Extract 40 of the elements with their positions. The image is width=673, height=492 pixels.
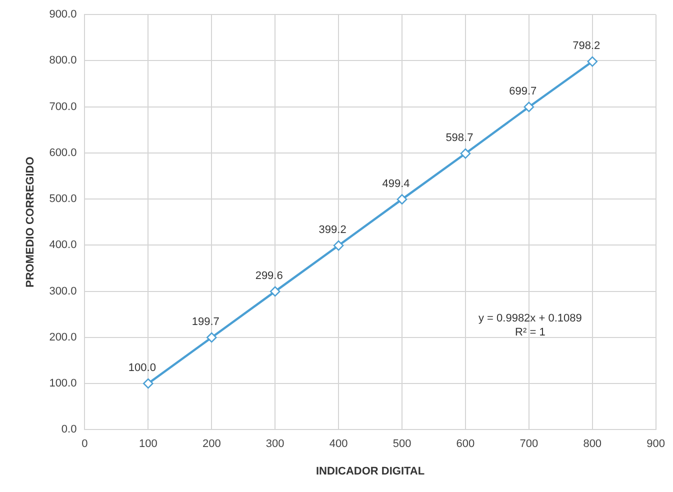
x-tick-label: 400: [329, 438, 348, 450]
data-label: 798.2: [572, 40, 600, 52]
x-axis-title: INDICADOR DIGITAL: [316, 465, 425, 478]
point: [333, 240, 344, 251]
y-tick-label: 100.0: [49, 378, 77, 390]
data-label: 598.7: [446, 132, 474, 144]
x-tick-label: 300: [266, 438, 284, 450]
point: [524, 102, 534, 112]
point: [587, 56, 598, 67]
y-tick-label: 800.0: [49, 54, 77, 67]
y-axis-title: PROMEDIO CORREGIDO: [24, 156, 37, 288]
data-label: 100.0: [128, 362, 156, 374]
x-tick-label: 700: [520, 438, 538, 450]
x-tick-label: 100: [139, 438, 158, 450]
data-label: 499.4: [382, 178, 410, 190]
x-tick-label: 200: [202, 438, 221, 450]
y-tick-label: 700.0: [49, 100, 77, 113]
y-tick-label: 300.0: [49, 285, 77, 298]
y-tick-label: 500.0: [49, 193, 77, 206]
point: [143, 378, 154, 389]
data-label: 299.6: [255, 270, 283, 282]
data-label: 399.2: [318, 224, 346, 236]
data-label: 199.7: [192, 316, 220, 328]
point: [206, 332, 217, 343]
x-tick-label: 500: [392, 438, 412, 450]
point: [396, 194, 408, 204]
y-tick-label: 200.0: [49, 331, 77, 344]
y-tick-label: 600.0: [49, 146, 77, 159]
annotation: R² = 1: [515, 326, 546, 338]
point: [460, 148, 471, 159]
x-tick-label: 800: [583, 438, 602, 450]
data-label: 699.7: [509, 85, 537, 98]
x-tick-label: 600: [456, 438, 475, 450]
x-tick-label: 900: [646, 438, 666, 450]
annotation: y = 0.9982x + 0.1089: [478, 312, 582, 324]
y-tick-label: 0.0: [61, 424, 77, 436]
x-tick-label: 0: [82, 438, 88, 450]
y-tick-label: 900.0: [49, 8, 77, 21]
point: [270, 286, 280, 297]
y-tick-label: 400.0: [49, 239, 77, 252]
